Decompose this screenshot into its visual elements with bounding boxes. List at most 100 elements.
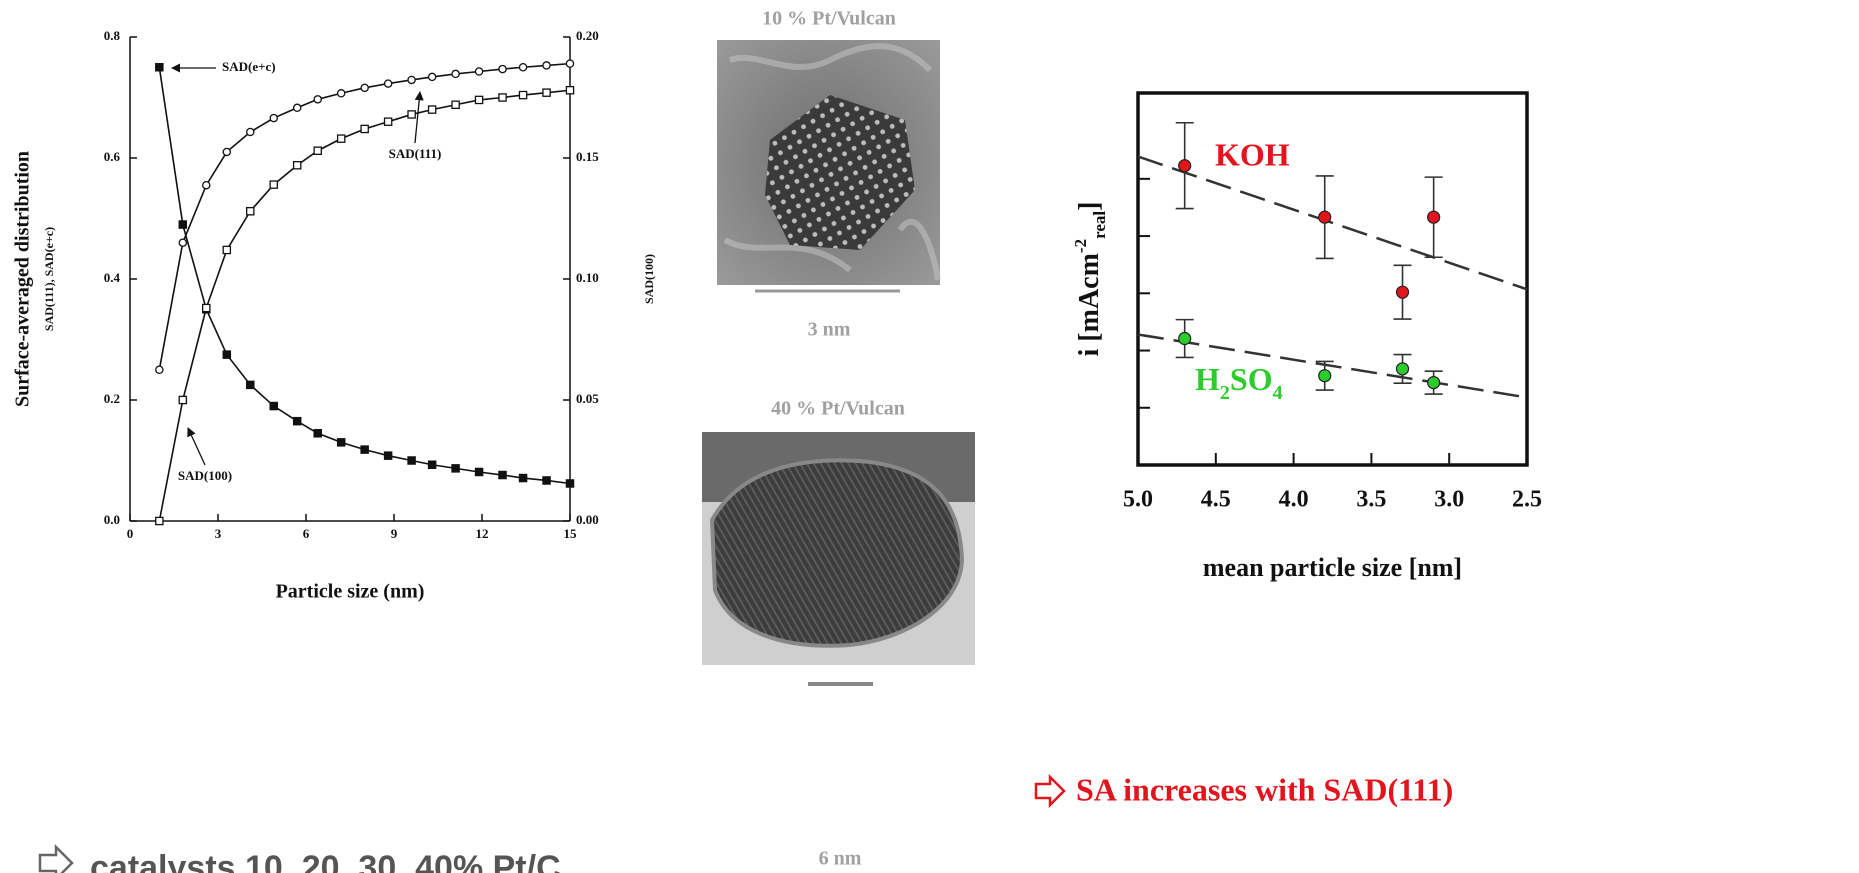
point [566, 480, 573, 487]
x-tick-label: 5.0 [1123, 487, 1153, 513]
point [1428, 377, 1440, 389]
point [179, 396, 186, 403]
point [314, 430, 321, 437]
x-tick-label: 12 [476, 526, 489, 541]
point [519, 474, 526, 481]
series-line [159, 64, 570, 370]
point [408, 111, 415, 118]
point [408, 76, 415, 83]
point [247, 208, 254, 215]
point [452, 101, 459, 108]
point [361, 84, 368, 91]
point [156, 366, 163, 373]
point [429, 106, 436, 113]
point [338, 90, 345, 97]
point [475, 468, 482, 475]
y-axis-title: Surface-averaged distribution [12, 151, 34, 407]
x-tick-label: 3 [215, 526, 222, 541]
point [385, 452, 392, 459]
point [519, 91, 526, 98]
x-tick-label: 15 [564, 526, 578, 541]
point [338, 135, 345, 142]
y2-tick-label: 0.00 [576, 512, 599, 527]
annotation-arrow [188, 428, 205, 465]
y-tick-label: 0.8 [104, 28, 121, 43]
series-annotation: SAD(100) [178, 468, 232, 483]
x-axis-title: mean particle size [nm] [1203, 553, 1462, 582]
label-part: SO [1230, 361, 1273, 397]
conclusion: SA increases with SAD(111) [1076, 771, 1453, 807]
point [499, 94, 506, 101]
point [408, 457, 415, 464]
point [519, 64, 526, 71]
y-tick-label: 0.2 [104, 391, 120, 406]
point [314, 96, 321, 103]
slide: 10 % Pt/Vulcan 3 nm 40 % Pt/Vulcan 6 nm … [0, 0, 1859, 873]
image-title: 40 % Pt/Vulcan [771, 398, 905, 420]
x-tick-label: 6 [303, 526, 310, 541]
y-axis-title-part: i [mAcm [1074, 253, 1105, 356]
point [543, 62, 550, 69]
scale-label: 6 nm [819, 848, 862, 870]
point [1428, 211, 1440, 223]
point [475, 96, 482, 103]
point [270, 402, 277, 409]
point [223, 351, 230, 358]
point [270, 181, 277, 188]
point [294, 418, 301, 425]
point [270, 114, 277, 121]
point [361, 446, 368, 453]
point [179, 221, 186, 228]
y2-tick-label: 0.10 [576, 270, 599, 285]
point [314, 147, 321, 154]
point [1319, 370, 1331, 382]
x-tick-label: 0 [127, 526, 134, 541]
arrow-icon [40, 847, 72, 873]
point [361, 125, 368, 132]
y2-axis-title: SAD(100) [642, 254, 656, 304]
tem-image [702, 432, 975, 665]
x-tick-label: 2.5 [1512, 487, 1542, 513]
y-tick-label: 0.0 [104, 512, 120, 527]
x-tick-label: 3.5 [1356, 487, 1386, 513]
point [294, 104, 301, 111]
y-tick-label: 0.4 [104, 270, 121, 285]
x-tick-label: 9 [391, 526, 398, 541]
point [429, 461, 436, 468]
y2-tick-label: 0.20 [576, 28, 599, 43]
point [543, 89, 550, 96]
page: { "chart_data": [ { "type": "line", "xla… [0, 0, 1859, 873]
point [1319, 211, 1331, 223]
point [247, 128, 254, 135]
point [452, 465, 459, 472]
point [203, 304, 210, 311]
point [543, 477, 550, 484]
y-tick-label: 0.6 [104, 149, 121, 164]
point [294, 162, 301, 169]
series-annotation: SAD(111) [389, 146, 442, 161]
series-label: KOH [1215, 136, 1290, 172]
y-axis-title-part: -2 [1071, 239, 1090, 253]
image-title: 10 % Pt/Vulcan [762, 8, 896, 30]
y-axis-title: i [mAcm-2real] [1071, 202, 1109, 357]
point [499, 471, 506, 478]
tem-image [717, 40, 940, 285]
subscript: 2 [1220, 382, 1230, 404]
plot-frame [1138, 93, 1527, 465]
label-part: H [1195, 361, 1220, 397]
point [223, 246, 230, 253]
point [223, 148, 230, 155]
y2-tick-label: 0.05 [576, 391, 599, 406]
x-axis-title: Particle size (nm) [276, 581, 425, 603]
point [385, 80, 392, 87]
subscript: 4 [1273, 382, 1283, 404]
point [338, 439, 345, 446]
point [156, 517, 163, 524]
point [566, 60, 573, 67]
point [179, 239, 186, 246]
point [385, 118, 392, 125]
x-tick-label: 3.0 [1434, 487, 1464, 513]
point [475, 68, 482, 75]
point [247, 381, 254, 388]
series-annotation: SAD(e+c) [222, 59, 276, 74]
